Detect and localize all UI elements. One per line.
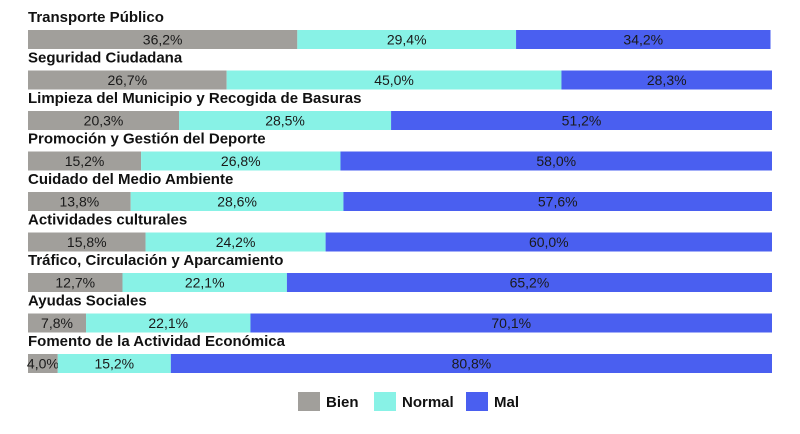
data-label-bien: 7,8% — [41, 315, 73, 331]
bar-segment-mal — [391, 111, 772, 130]
bar-segment-mal — [170, 354, 772, 373]
bar-segment-bien — [28, 30, 298, 49]
bar-segment-mal — [325, 232, 772, 252]
legend-swatch — [466, 392, 488, 411]
legend-swatch — [374, 392, 396, 411]
data-label-bien: 12,7% — [55, 275, 95, 291]
category-row: Fomento de la Actividad Económica 4,0% 15,… — [27, 333, 772, 373]
category-label: Ayudas Sociales — [28, 293, 147, 310]
bar-segment-normal — [122, 273, 287, 292]
data-label-bien: 4,0% — [27, 356, 59, 372]
bar-segment-normal — [297, 30, 517, 49]
bar-segment-normal — [86, 313, 251, 333]
category-row: Ayudas Sociales 7,8% 22,1% 70,1% — [28, 293, 772, 333]
data-label-mal: 58,0% — [536, 153, 576, 169]
data-label-normal: 24,2% — [216, 234, 256, 250]
data-label-mal: 60,0% — [529, 234, 569, 250]
category-label: Actividades culturales — [28, 212, 187, 229]
category-label: Limpieza del Municipio y Recogida de Bas… — [28, 90, 361, 107]
category-label: Promoción y Gestión del Deporte — [28, 131, 266, 148]
bar-segment-normal — [130, 192, 344, 211]
data-label-mal: 28,3% — [647, 72, 687, 88]
category-label: Fomento de la Actividad Económica — [28, 333, 286, 350]
category-row: Actividades culturales 15,8% 24,2% 60,0% — [28, 212, 772, 252]
bar-segment-bien — [28, 192, 131, 211]
category-label: Tráfico, Circulación y Aparcamiento — [28, 252, 283, 269]
legend-label: Normal — [402, 394, 454, 411]
bar-segment-bien — [28, 111, 180, 130]
data-label-bien: 15,8% — [67, 234, 107, 250]
data-label-bien: 26,7% — [107, 72, 147, 88]
category-row: Seguridad Ciudadana 26,7% 45,0% 28,3% — [28, 50, 772, 90]
data-label-normal: 26,8% — [221, 153, 261, 169]
data-label-bien: 36,2% — [143, 32, 183, 48]
data-label-mal: 57,6% — [538, 194, 578, 210]
data-label-mal: 80,8% — [452, 356, 492, 372]
category-row: Limpieza del Municipio y Recogida de Bas… — [28, 90, 772, 130]
legend-item-bien: Bien — [298, 392, 359, 411]
category-label: Cuidado del Medio Ambiente — [28, 171, 233, 188]
bar-segment-normal — [226, 70, 562, 90]
bar-segment-normal — [145, 232, 326, 252]
data-label-normal: 22,1% — [148, 315, 188, 331]
bar-segment-normal — [141, 151, 341, 171]
legend: Bien Normal Mal — [298, 392, 519, 411]
bar-segment-mal — [561, 70, 772, 90]
bar-segment-bien — [28, 273, 123, 292]
category-row: Tráfico, Circulación y Aparcamiento 12,7%… — [28, 252, 772, 292]
data-label-normal: 22,1% — [185, 275, 225, 291]
bar-segment-bien — [28, 151, 142, 171]
category-row: Transporte Público 36,2% 29,4% 34,2% — [28, 9, 771, 49]
bars-layer: Transporte Público 36,2% 29,4% 34,2% Segurid… — [27, 9, 772, 373]
category-row: Promoción y Gestión del Deporte 15,2% 26,8… — [28, 131, 772, 171]
legend-label: Bien — [326, 394, 359, 411]
category-row: Cuidado del Medio Ambiente 13,8% 28,6% 57,6… — [28, 171, 772, 211]
bar-segment-bien — [28, 70, 227, 90]
data-label-mal: 34,2% — [623, 32, 663, 48]
data-label-mal: 65,2% — [510, 275, 550, 291]
category-label: Transporte Público — [28, 9, 164, 26]
bar-segment-mal — [250, 313, 772, 333]
legend-item-normal: Normal — [374, 392, 454, 411]
bar-segment-mal — [286, 273, 772, 292]
bar-segment-normal — [179, 111, 392, 130]
category-label: Seguridad Ciudadana — [28, 50, 183, 67]
data-label-mal: 70,1% — [491, 315, 531, 331]
data-label-bien: 15,2% — [65, 153, 105, 169]
data-label-bien: 13,8% — [59, 194, 99, 210]
bar-segment-mal — [516, 30, 771, 49]
data-label-normal: 28,5% — [265, 113, 305, 129]
bar-segment-bien — [28, 313, 87, 333]
data-label-mal: 51,2% — [562, 113, 602, 129]
bar-segment-mal — [343, 192, 772, 211]
bar-segment-normal — [57, 354, 171, 373]
data-label-normal: 29,4% — [387, 32, 427, 48]
bar-segment-bien — [28, 232, 146, 252]
legend-label: Mal — [494, 394, 519, 411]
data-label-normal: 28,6% — [217, 194, 257, 210]
data-label-bien: 20,3% — [84, 113, 124, 129]
bar-segment-bien — [28, 354, 58, 373]
data-label-normal: 15,2% — [94, 356, 134, 372]
data-label-normal: 45,0% — [374, 72, 414, 88]
bar-segment-mal — [340, 151, 772, 171]
legend-swatch — [298, 392, 320, 411]
legend-item-mal: Mal — [466, 392, 519, 411]
